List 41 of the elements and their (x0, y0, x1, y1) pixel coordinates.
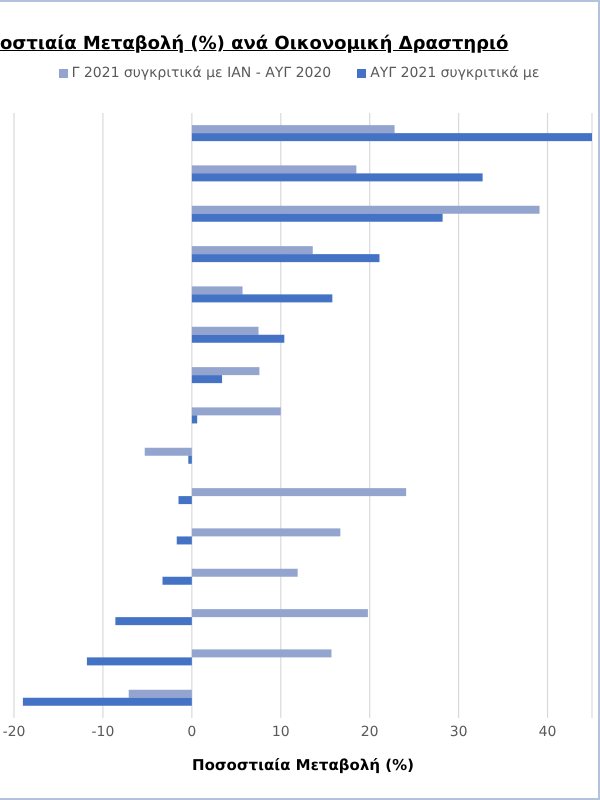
x-tick-label: 0 (187, 724, 196, 740)
bar (178, 496, 192, 504)
bar (192, 415, 198, 424)
bar (192, 206, 540, 214)
chart-title: οστιαία Μεταβολή (%) ανά Οικονομική Δραστηριό (0, 32, 510, 56)
x-tick-label: 40 (538, 724, 556, 740)
legend-label: ΑΥΓ 2021 συγκριτικά με (370, 65, 540, 81)
bar (128, 690, 192, 698)
bar (192, 488, 406, 496)
bar (22, 698, 192, 706)
bar (162, 576, 192, 585)
x-tick-label: 20 (360, 724, 379, 740)
x-tick-label: -20 (2, 724, 26, 740)
bar (144, 448, 192, 456)
bar (192, 254, 380, 262)
x-tick-label: -10 (91, 724, 114, 740)
bar (192, 568, 298, 577)
bar (192, 173, 483, 182)
bar (115, 617, 192, 626)
bar (192, 165, 356, 174)
bar (192, 367, 260, 376)
bar (192, 125, 395, 134)
bar (192, 528, 340, 536)
x-tick-label: 30 (450, 724, 468, 740)
x-axis-title: Ποσοστιαία Μεταβολή (%) (191, 756, 415, 774)
bar (192, 214, 443, 222)
bar (192, 286, 243, 294)
x-tick-label: 10 (272, 724, 290, 740)
bar (192, 133, 592, 142)
bar (192, 246, 313, 254)
bar (188, 456, 192, 464)
bar (86, 657, 192, 666)
bar (192, 375, 222, 384)
bar (192, 334, 284, 343)
bar (192, 649, 332, 658)
bar (192, 326, 259, 335)
bar (176, 536, 192, 544)
bar (192, 294, 332, 302)
legend-label: Γ 2021 συγκριτικά με ΙΑΝ - ΑΥΓ 2020 (72, 65, 332, 81)
bar (192, 407, 281, 416)
bar (192, 609, 368, 618)
